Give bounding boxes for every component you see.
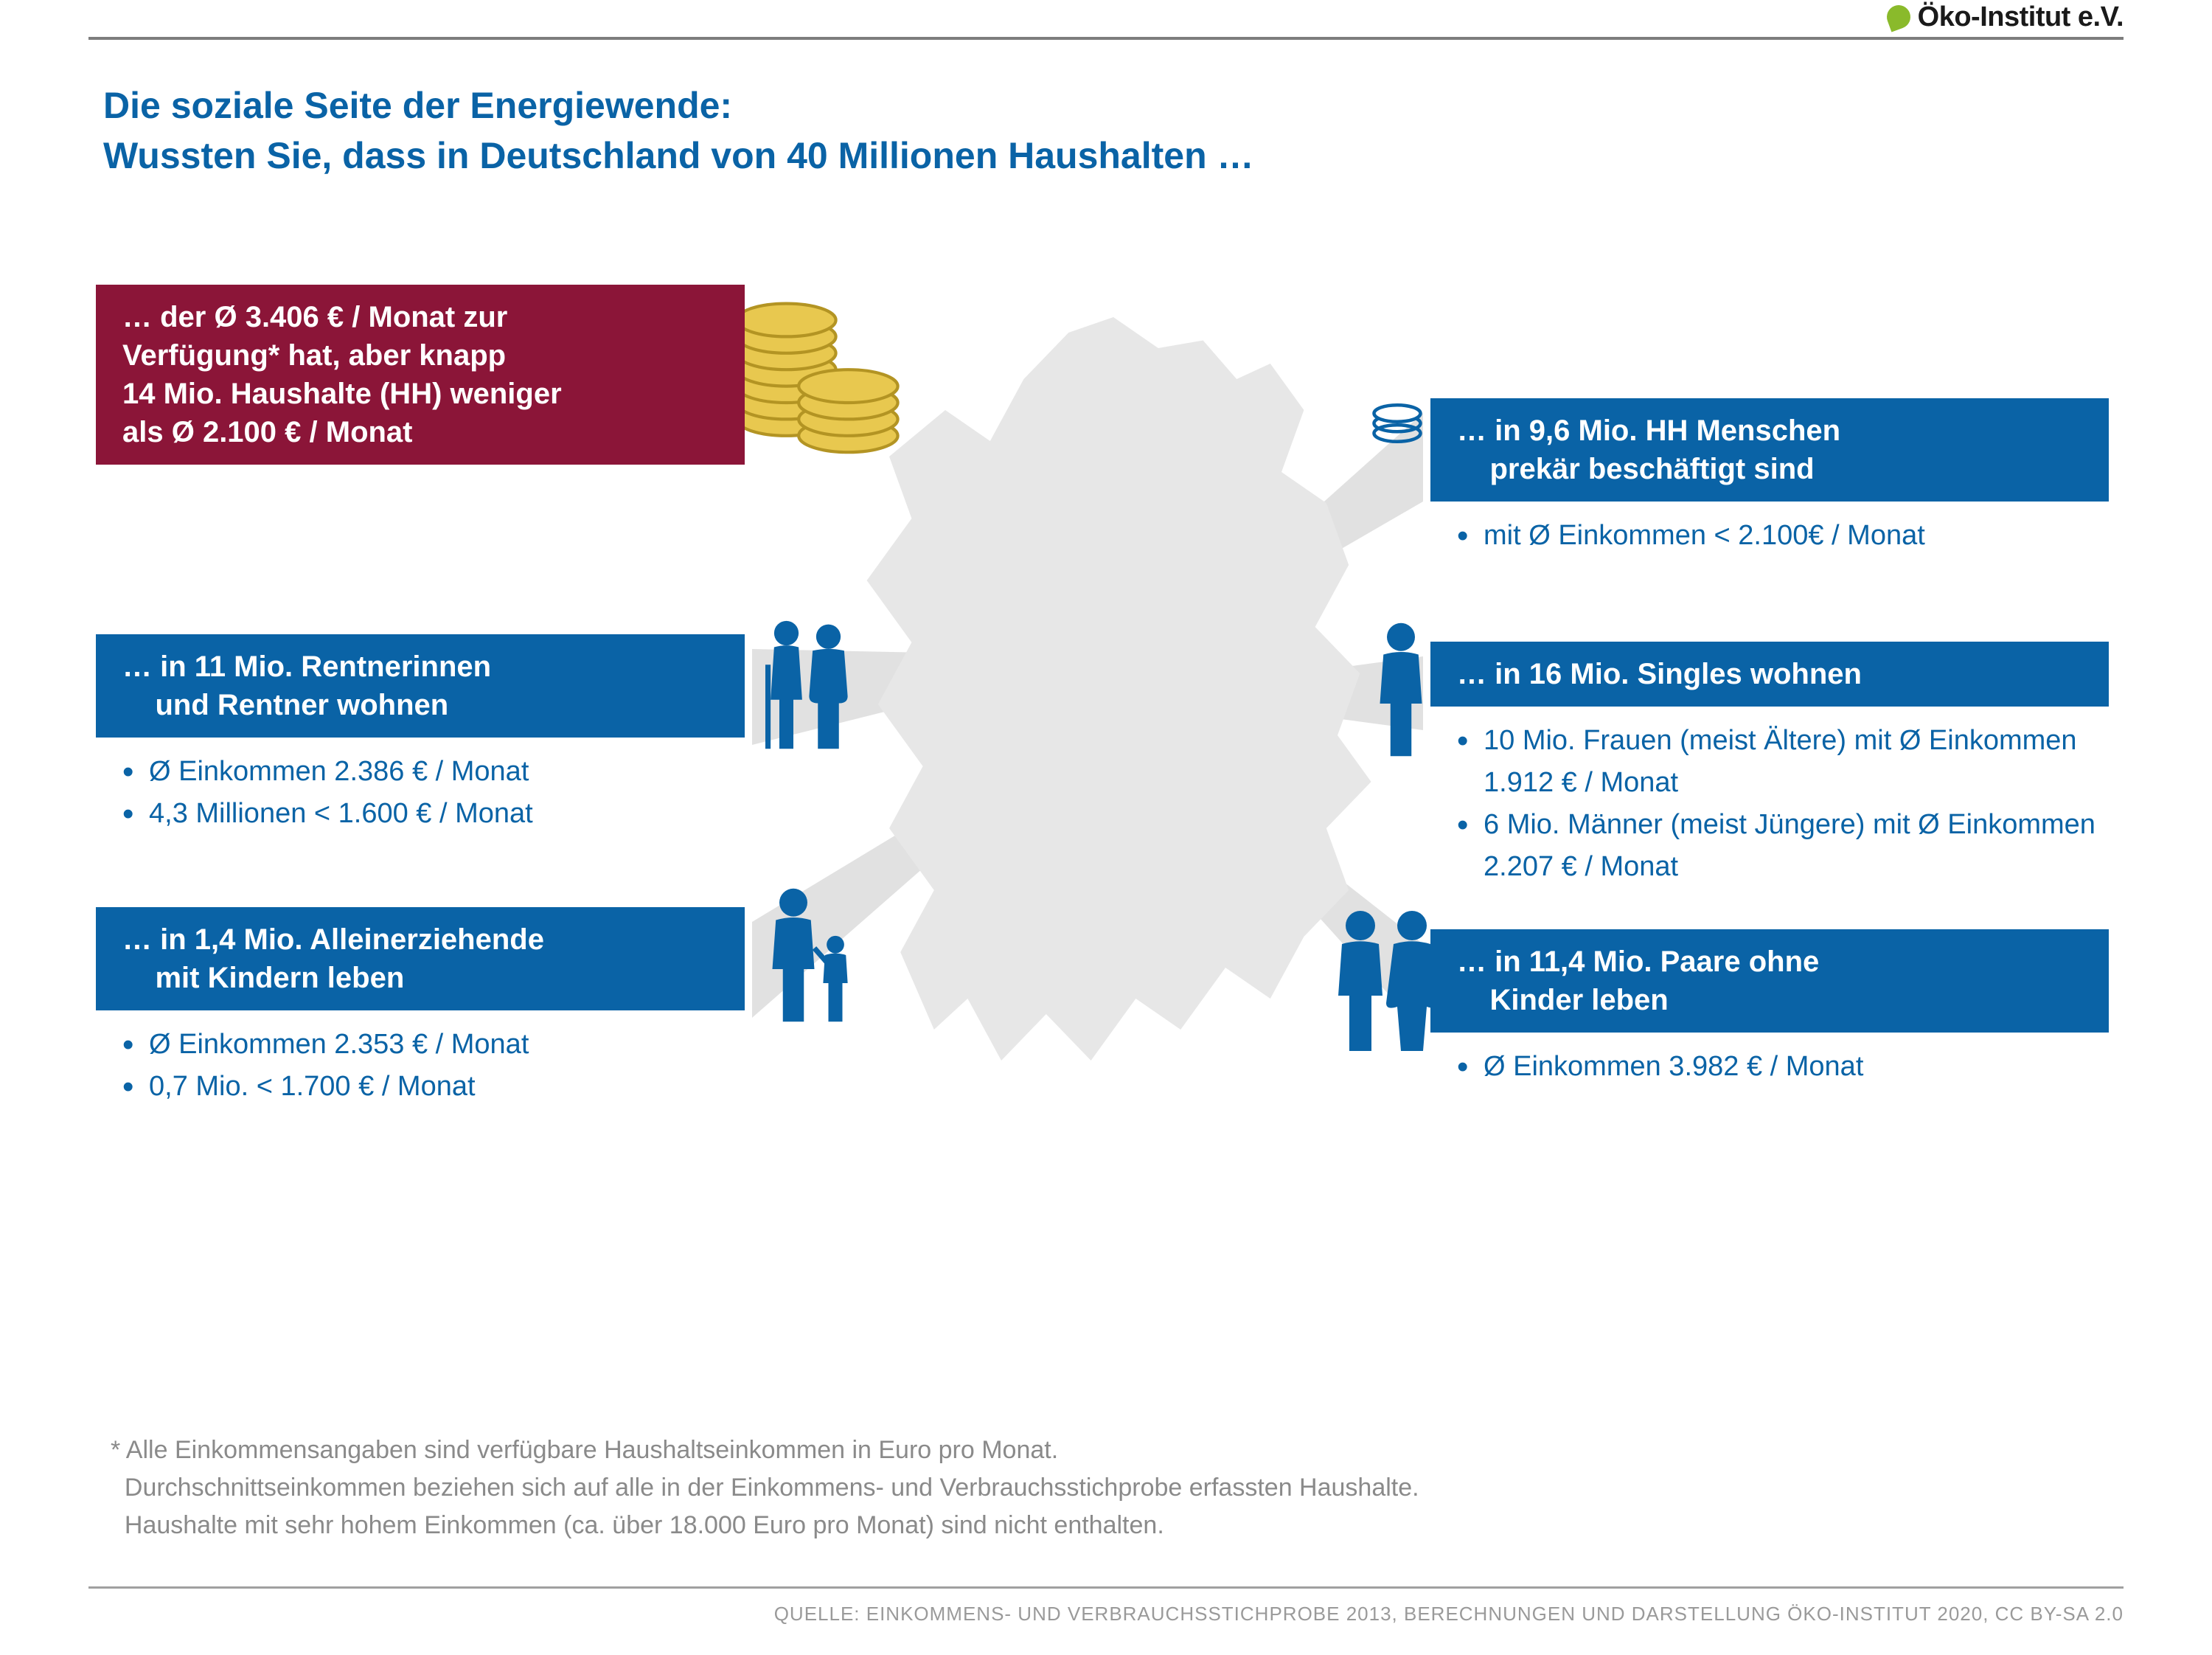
fact-single-parent-bullets: Ø Einkommen 2.353 € / Monat 0,7 Mio. < 1… <box>96 1024 745 1108</box>
fact-single-parent-bar: … in 1,4 Mio. Alleinerziehende mit Kinde… <box>96 907 745 1010</box>
fact-income-line3: 14 Mio. Haushalte (HH) weniger <box>122 378 562 410</box>
footnote-line-3: Haushalte mit sehr hohem Einkommen (ca. … <box>111 1507 1419 1544</box>
fact-retirees-line2: und Rentner wohnen <box>122 689 448 721</box>
fact-single-parent: … in 1,4 Mio. Alleinerziehende mit Kinde… <box>96 907 745 1108</box>
footnote-line-2: Durchschnittseinkommen beziehen sich auf… <box>111 1469 1419 1507</box>
fact-precarious-bar: … in 9,6 Mio. HH Menschen prekär beschäf… <box>1430 398 2109 502</box>
fact-couples: … in 11,4 Mio. Paare ohne Kinder leben Ø… <box>1430 929 2109 1088</box>
fact-income-bar: … der Ø 3.406 € / Monat zur Verfügung* h… <box>96 285 745 465</box>
fact-precarious: … in 9,6 Mio. HH Menschen prekär beschäf… <box>1430 398 2109 557</box>
fact-precarious-line2: prekär beschäftigt sind <box>1457 453 1815 485</box>
retirees-icon <box>752 612 863 752</box>
fact-precarious-line1: … in 9,6 Mio. HH Menschen <box>1457 414 1840 447</box>
fact-couples-bullets: Ø Einkommen 3.982 € / Monat <box>1430 1046 2109 1088</box>
fact-couples-line1: … in 11,4 Mio. Paare ohne <box>1457 946 1819 978</box>
fact-income-line1: … der Ø 3.406 € / Monat zur <box>122 301 507 333</box>
fact-singles-bullets: 10 Mio. Frauen (meist Ältere) mit Ø Eink… <box>1430 720 2109 888</box>
fact-precarious-bullets: mit Ø Einkommen < 2.100€ / Monat <box>1430 515 2109 557</box>
single-person-icon <box>1364 620 1438 760</box>
fact-singles: … in 16 Mio. Singles wohnen 10 Mio. Frau… <box>1430 642 2109 888</box>
single-parent-icon <box>752 885 863 1025</box>
fact-couples-bar: … in 11,4 Mio. Paare ohne Kinder leben <box>1430 929 2109 1033</box>
fact-single-parent-line2: mit Kindern leben <box>122 962 404 994</box>
couple-icon <box>1327 907 1445 1055</box>
small-coins-icon <box>1364 384 1430 450</box>
fact-income-line4: als Ø 2.100 € / Monat <box>122 416 413 448</box>
fact-income-line2: Verfügung* hat, aber knapp <box>122 339 506 372</box>
fact-single-parent-line1: … in 1,4 Mio. Alleinerziehende <box>122 923 544 956</box>
fact-retirees-line1: … in 11 Mio. Rentnerinnen <box>122 650 491 683</box>
footnote: * Alle Einkommensangaben sind verfügbare… <box>111 1432 1419 1544</box>
bullet: Ø Einkommen 2.386 € / Monat <box>122 751 745 793</box>
bullet: Ø Einkommen 3.982 € / Monat <box>1457 1046 2109 1088</box>
fact-singles-line1: … in 16 Mio. Singles wohnen <box>1457 658 1862 690</box>
source-line: QUELLE: EINKOMMENS- UND VERBRAUCHSSTICHP… <box>774 1603 2124 1625</box>
footer-rule <box>88 1586 2124 1589</box>
infographic-canvas: … der Ø 3.406 € / Monat zur Verfügung* h… <box>0 0 2212 1655</box>
fact-couples-line2: Kinder leben <box>1457 984 1669 1016</box>
fact-retirees-bar: … in 11 Mio. Rentnerinnen und Rentner wo… <box>96 634 745 738</box>
footnote-line-1: * Alle Einkommensangaben sind verfügbare… <box>111 1432 1419 1469</box>
bullet: 4,3 Millionen < 1.600 € / Monat <box>122 793 745 835</box>
bullet: Ø Einkommen 2.353 € / Monat <box>122 1024 745 1066</box>
bullet: mit Ø Einkommen < 2.100€ / Monat <box>1457 515 2109 557</box>
fact-singles-bar: … in 16 Mio. Singles wohnen <box>1430 642 2109 707</box>
bullet: 6 Mio. Männer (meist Jüngere) mit Ø Eink… <box>1457 804 2109 888</box>
fact-retirees-bullets: Ø Einkommen 2.386 € / Monat 4,3 Millione… <box>96 751 745 835</box>
fact-retirees: … in 11 Mio. Rentnerinnen und Rentner wo… <box>96 634 745 835</box>
bullet: 0,7 Mio. < 1.700 € / Monat <box>122 1066 745 1108</box>
bullet: 10 Mio. Frauen (meist Ältere) mit Ø Eink… <box>1457 720 2109 804</box>
fact-income: … der Ø 3.406 € / Monat zur Verfügung* h… <box>96 285 745 465</box>
